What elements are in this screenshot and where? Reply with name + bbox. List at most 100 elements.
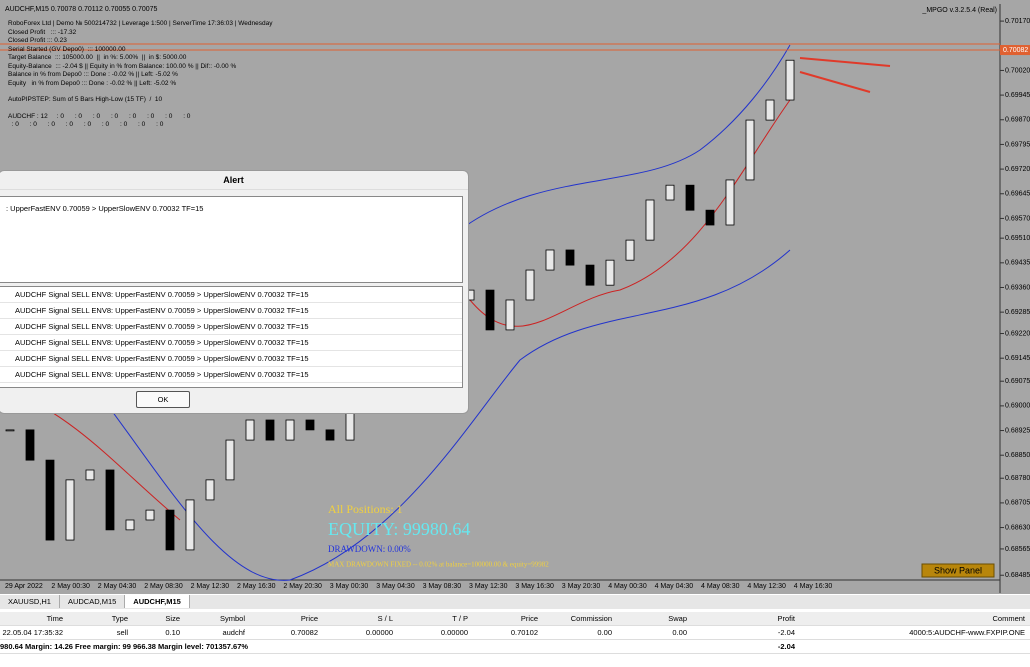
y-tick-label: 0.69435 [1005, 260, 1030, 267]
y-tick-label: 0.69870 [1005, 117, 1030, 124]
candle [185, 499, 195, 551]
candle [505, 299, 515, 331]
cell: Swap [668, 614, 687, 623]
footer-profit: -2.04 [777, 642, 795, 651]
cell: T / P [452, 614, 468, 623]
message-item[interactable]: AUDCHF Signal SELL ENV8: UpperFastENV 0.… [0, 335, 462, 351]
message-item[interactable]: AUDCHF Signal SELL ENV8: UpperFastENV 0.… [0, 351, 462, 367]
drawdown: DRAWDOWN: 0.00% [328, 544, 411, 554]
x-tick-label: 2 May 12:30 [191, 583, 230, 590]
candle [525, 269, 535, 301]
cell: 4000:5:AUDCHF-www.FXPIP.ONE [909, 628, 1025, 637]
candle [145, 509, 155, 521]
y-tick-label: 0.69220 [1005, 330, 1030, 337]
x-tick-label: 4 May 00:30 [608, 583, 647, 590]
candle [165, 509, 175, 551]
cell: S / L [377, 614, 393, 623]
trade-table: Time Type Size Symbol Price S / L T / P Price Co… [0, 612, 1030, 654]
info-line: Target Balance ::: 105000.00 || in %: 5.… [8, 54, 187, 61]
header-row: Time Type Size Symbol Price S / L T / P Price Co… [0, 612, 1030, 626]
message-item[interactable]: AUDCHF Signal SELL ENV8: UpperFastENV 0.… [0, 303, 462, 319]
x-tick-label: 3 May 12:30 [469, 583, 508, 590]
x-tick-label: 4 May 04:30 [655, 583, 694, 590]
info-line: RoboForex Ltd | Demo № 500214732 | Lever… [8, 20, 273, 27]
message-box: : UpperFastENV 0.70059 > UpperSlowENV 0.… [0, 196, 463, 283]
y-tick-label: 0.69145 [1005, 355, 1030, 362]
x-tick-label: 3 May 20:30 [562, 583, 601, 590]
info-line: Closed Profit ::: 0.23 [8, 37, 67, 44]
candle [65, 479, 75, 541]
y-tick-label: 0.68485 [1005, 572, 1030, 579]
version: _MPGO v.3.2.5.4 (Real) [921, 7, 997, 14]
cell: Symbol [219, 614, 245, 623]
message-item[interactable]: AUDCHF Signal SELL ENV8: UpperFastENV 0.… [0, 367, 462, 383]
x-tick-label: 2 May 16:30 [237, 583, 276, 590]
y-tick-label: 0.69570 [1005, 215, 1030, 222]
candle [745, 119, 755, 181]
dialog-title: Alert [0, 171, 468, 190]
candle [225, 439, 235, 481]
message-item[interactable]: AUDCHF Signal SELL ENV8: UpperFastENV 0.… [0, 319, 462, 335]
tab[interactable]: AUDCHF,M15 [125, 595, 190, 608]
info-line: : 0 : 0 : 0 : 0 : 0 : 0 : 0 : 0 : 0 [8, 121, 164, 128]
cell: Price [520, 614, 538, 623]
cell: Type [111, 614, 128, 623]
candle [25, 429, 35, 461]
cell: sell [116, 628, 128, 637]
y-tick-label: 0.69360 [1005, 284, 1030, 291]
tab[interactable]: AUDCAD,M15 [60, 595, 126, 608]
cell: 22.05.04 17:35:32 [2, 628, 63, 637]
ok-button[interactable]: OK [136, 391, 190, 408]
cell: 0.10 [165, 628, 180, 637]
info-line: AutoPIPSTEP: Sum of 5 Bars High-Low (15 … [8, 96, 163, 103]
y-tick-label: 0.68925 [1005, 427, 1030, 434]
show-panel-label[interactable]: Show Panel [934, 565, 982, 575]
candle [105, 469, 115, 531]
message-item[interactable]: AUDCHF Signal SELL ENV8: UpperFastENV 0.… [0, 287, 462, 303]
candle [645, 199, 655, 241]
candle [205, 479, 215, 501]
message: : UpperFastENV 0.70059 > UpperSlowENV 0.… [6, 204, 204, 213]
cell: Price [300, 614, 318, 623]
current-price-label: 0.70082 [1003, 47, 1028, 54]
x-tick-label: 4 May 08:30 [701, 583, 740, 590]
candle [305, 419, 315, 431]
candle [705, 209, 715, 226]
equity: EQUITY: 99980.64 [328, 519, 470, 539]
candle [685, 184, 695, 211]
candle [665, 184, 675, 201]
cell: 0.00000 [440, 628, 468, 637]
envelope-line [459, 44, 791, 231]
candle [605, 259, 615, 286]
cell: Comment [992, 614, 1025, 623]
show-panel-button[interactable] [921, 563, 995, 578]
cell: Commission [570, 614, 612, 623]
candle [85, 469, 95, 481]
y-tick-label: 0.69285 [1005, 309, 1030, 316]
info-line: Serial Started (GV Depo0) ::: 100000.00 [8, 45, 126, 53]
candle [245, 419, 255, 441]
y-tick-label: 0.68565 [1005, 546, 1030, 553]
message-item[interactable]: AUDCHF Signal SELL ENV8: UpperFastENV 0.… [0, 383, 462, 387]
candle [485, 289, 495, 331]
candle [545, 249, 555, 271]
x-tick-label: 3 May 00:30 [330, 583, 369, 590]
info-line: Balance in % from Depo0 ::: Done : -0.02… [8, 71, 178, 78]
candle [765, 99, 775, 121]
y-tick-label: 0.69000 [1005, 403, 1030, 410]
info-line: Equity in % from Depo0 ::: Done : -0.02 … [8, 79, 177, 87]
candle [5, 429, 15, 432]
cell: 0.00 [597, 628, 612, 637]
cell: -2.04 [777, 628, 795, 637]
chart-header: AUDCHF,M15 0.70078 0.70112 0.70055 0.700… [5, 6, 158, 13]
footer: 980.64 Margin: 14.26 Free margin: 99 966… [0, 642, 249, 651]
info-panel: RoboForex Ltd | Demo № 500214732 | Lever… [8, 20, 273, 130]
alert-dialog: Alert : UpperFastENV 0.70059 > UpperSlow… [0, 170, 469, 414]
cell: Profit [777, 614, 795, 623]
candle [625, 239, 635, 261]
x-tick-label: 29 Apr 2022 [5, 583, 43, 590]
y-tick-label: 0.69720 [1005, 166, 1030, 173]
tab[interactable]: XAUUSD,H1 [0, 595, 60, 608]
footer-row: 980.64 Margin: 14.26 Free margin: 99 966… [0, 640, 1030, 654]
